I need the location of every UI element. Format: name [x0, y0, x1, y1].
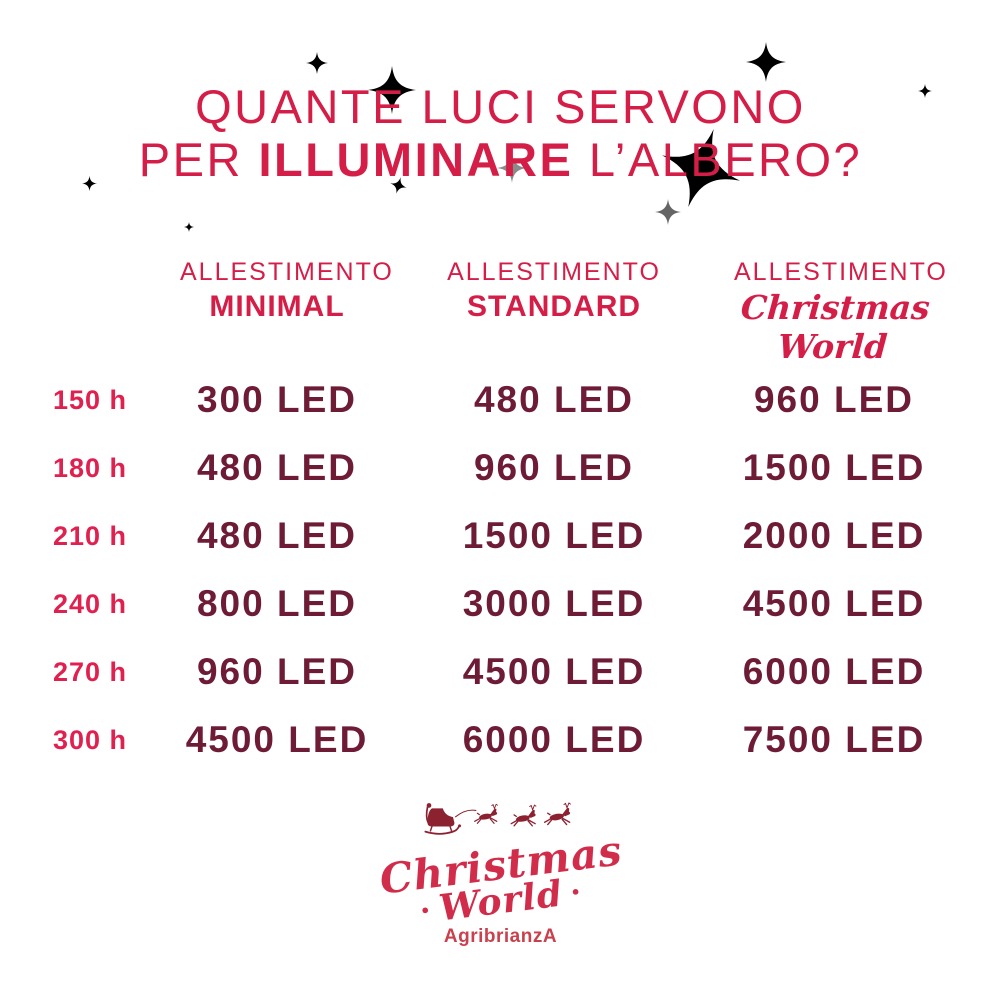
led-value-christmas-world: 7500 LED [742, 719, 926, 760]
column-header-standard: ALLESTIMENTO STANDARD [447, 258, 661, 323]
led-value-christmas-world: 960 LED [753, 379, 914, 420]
led-value-standard: 960 LED [473, 447, 634, 488]
led-value-minimal: 480 LED [196, 515, 357, 556]
dot-right: • [568, 882, 583, 903]
row-height-label: 270 h [52, 656, 128, 687]
page-title: QUANTE LUCI SERVONO PER ILLUMINARE L’ALB… [0, 80, 1001, 186]
led-value-christmas-world: 4500 LED [742, 583, 926, 624]
led-value-minimal: 960 LED [196, 651, 357, 692]
row-height-label: 210 h [52, 520, 128, 551]
dot-left: • [418, 900, 433, 921]
sub-brand-name: AgribrianzA [443, 926, 558, 947]
title-emphasis: ILLUMINARE [258, 133, 574, 186]
led-value-minimal: 480 LED [196, 447, 357, 488]
sparkle-icon [746, 42, 786, 82]
led-value-standard: 1500 LED [462, 515, 646, 556]
brand-logo: Christmas • World • AgribrianzA [371, 794, 631, 948]
column-header-christmas-world: ALLESTIMENTO Christmas World [734, 258, 948, 366]
row-height-label: 180 h [52, 452, 128, 483]
header-spacer [0, 258, 180, 366]
column-header-minimal: ALLESTIMENTO MINIMAL [180, 258, 394, 323]
led-value-christmas-world: 2000 LED [742, 515, 926, 556]
led-value-standard: 4500 LED [462, 651, 646, 692]
led-value-standard: 3000 LED [462, 583, 646, 624]
led-value-standard: 480 LED [473, 379, 634, 420]
row-height-label: 240 h [52, 588, 128, 619]
sparkle-icon [306, 52, 328, 74]
sleigh-reindeer-icon [423, 802, 571, 835]
title-line-1: QUANTE LUCI SERVONO [195, 80, 806, 133]
sparkle-icon [184, 222, 194, 232]
table-body: 150 h 300 LED 480 LED 960 LED 180 h 480 … [0, 366, 934, 774]
table-header: ALLESTIMENTO MINIMAL ALLESTIMENTO STANDA… [0, 258, 948, 366]
led-value-christmas-world: 6000 LED [742, 651, 926, 692]
led-value-standard: 6000 LED [462, 719, 646, 760]
row-height-label: 150 h [52, 384, 128, 415]
led-value-minimal: 300 LED [196, 379, 357, 420]
led-value-minimal: 4500 LED [185, 719, 369, 760]
title-line-2: PER ILLUMINARE L’ALBERO? [138, 133, 863, 186]
led-value-minimal: 800 LED [196, 583, 357, 624]
sparkle-icon [655, 199, 681, 225]
led-value-christmas-world: 1500 LED [742, 447, 926, 488]
row-height-label: 300 h [52, 724, 128, 755]
